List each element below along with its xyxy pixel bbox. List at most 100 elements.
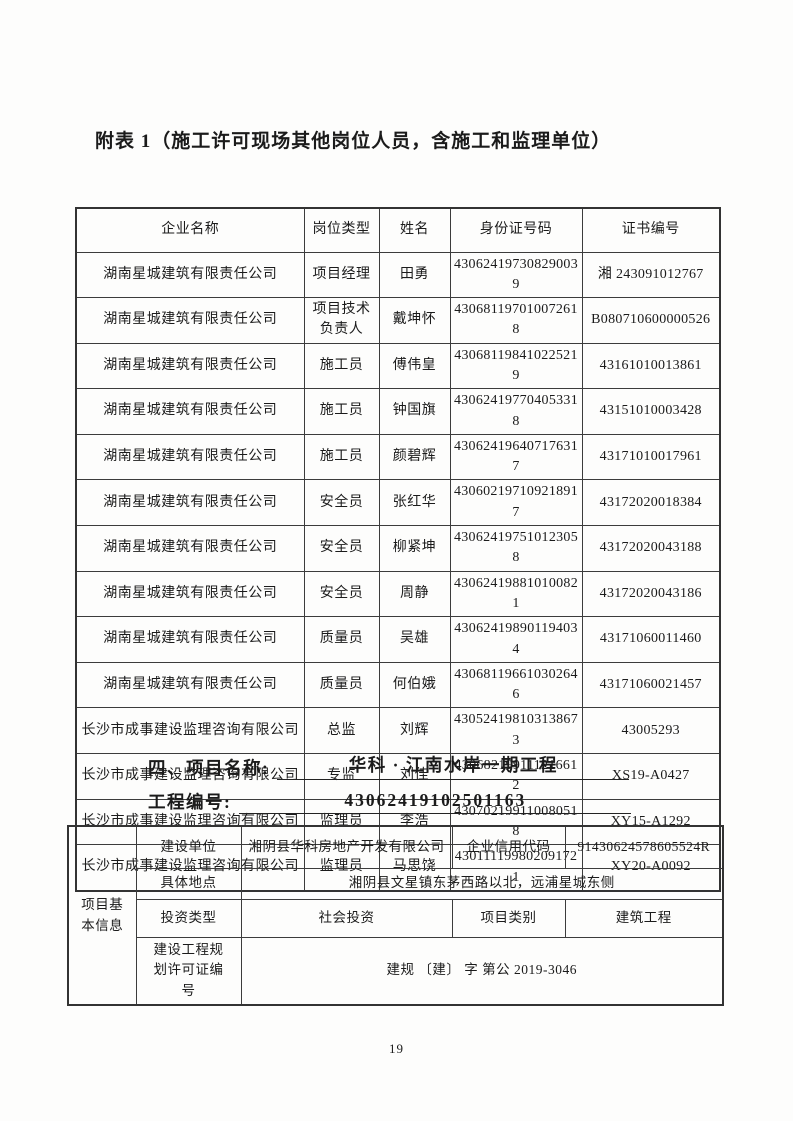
field-label-planning-permit: 建设工程规划许可证编号	[135, 936, 242, 1006]
table-cell: 质量员	[303, 616, 380, 663]
field-label-location: 具体地点	[135, 867, 242, 900]
table-cell: 湖南星城建筑有限责任公司	[75, 479, 305, 527]
field-value-construction-unit: 湘阴县华科房地产开发有限公司	[240, 825, 453, 869]
column-header-certificate: 证书编号	[581, 207, 721, 253]
table-cell: 湖南星城建筑有限责任公司	[75, 525, 305, 572]
table-cell: 43171010017961	[581, 433, 721, 481]
table-row: 湖南星城建筑有限责任公司 施工员 钟国旗 430624197704053318 4315…	[75, 388, 721, 435]
table-cell: 项目技术负责人	[303, 297, 380, 344]
table-row: 湖南星城建筑有限责任公司 质量员 何伯娥 430681196610302646 4317…	[75, 661, 721, 709]
field-label-project-category: 项目类别	[451, 898, 566, 938]
table-cell: 湖南星城建筑有限责任公司	[75, 433, 305, 481]
column-header-name: 姓名	[378, 207, 451, 253]
table-cell: 43171060011460	[581, 616, 721, 663]
table-row: 湖南星城建筑有限责任公司 安全员 张红华 430602197109218917 4317…	[75, 479, 721, 527]
field-value-project-category: 建筑工程	[564, 898, 724, 938]
project-name-value: 华科 · 江南水岸一期工程	[277, 752, 630, 780]
table-cell: XS19-A0427	[581, 753, 721, 800]
field-value-location: 湘阴县文星镇东茅西路以北，远浦星城东侧	[240, 867, 724, 900]
project-name-line: 四、项目名称: 华科 · 江南水岸一期工程	[148, 752, 630, 780]
table-cell: 钟国旗	[378, 388, 451, 435]
table-cell: 质量员	[303, 661, 380, 709]
table-cell: 施工员	[303, 433, 380, 481]
table-cell: 43005293	[581, 707, 721, 755]
table-row: 湖南星城建筑有限责任公司 安全员 柳紧坤 430624197510123058 4317…	[75, 525, 721, 572]
table-cell: 施工员	[303, 342, 380, 390]
table-cell: 吴雄	[378, 616, 451, 663]
table-row: 湖南星城建筑有限责任公司 安全员 周静 430624198810100821 43172…	[75, 570, 721, 618]
table-cell: B080710600000526	[581, 297, 721, 344]
table-header-row: 企业名称 岗位类型 姓名 身份证号码 证书编号	[75, 207, 721, 253]
table-cell: 戴坤怀	[378, 297, 451, 344]
project-info-row-planning-permit: 建设工程规划许可证编号 建规 〔建〕 字 第公 2019-3046	[68, 936, 724, 1006]
table-cell: 田勇	[378, 251, 451, 299]
table-cell: 430624197308290039	[449, 251, 583, 299]
table-cell: 湘 243091012767	[581, 251, 721, 299]
table-cell: 何伯娥	[378, 661, 451, 709]
table-row: 湖南星城建筑有限责任公司 施工员 颜碧辉 430624196407176317 4317…	[75, 433, 721, 481]
table-cell: 43171060021457	[581, 661, 721, 709]
table-cell: 430624197704053318	[449, 388, 583, 435]
field-value-credit-code: 91430624578605524R	[564, 825, 724, 869]
table-cell: 安全员	[303, 570, 380, 618]
table-cell: 湖南星城建筑有限责任公司	[75, 616, 305, 663]
table-cell: 周静	[378, 570, 451, 618]
table-row: 长沙市成事建设监理咨询有限公司 专监 刘佳 430682199111216612 XS1…	[75, 753, 721, 800]
table-cell: 安全员	[303, 525, 380, 572]
table-row: 湖南星城建筑有限责任公司 施工员 傅伟皇 430681198410225219 4316…	[75, 342, 721, 390]
table-cell: 刘佳	[378, 753, 451, 800]
table-cell: 430682199111216612	[449, 753, 583, 800]
table-cell: 430624196407176317	[449, 433, 583, 481]
table-cell: 430681198410225219	[449, 342, 583, 390]
field-label-investment-type: 投资类型	[135, 898, 242, 938]
table-cell: 傅伟皇	[378, 342, 451, 390]
table-cell: 湖南星城建筑有限责任公司	[75, 570, 305, 618]
table-cell: 项目经理	[303, 251, 380, 299]
field-label-construction-unit: 建设单位	[135, 825, 242, 869]
table-cell: 长沙市成事建设监理咨询有限公司	[75, 753, 305, 800]
project-code-label: 工程编号:	[148, 792, 232, 812]
project-basic-info-group-label: 项目基本信息	[67, 825, 137, 1006]
column-header-company: 企业名称	[75, 207, 305, 253]
column-header-id-number: 身份证号码	[449, 207, 583, 253]
table-cell: 430602197109218917	[449, 479, 583, 527]
table-cell: 430624198901194034	[449, 616, 583, 663]
field-label-credit-code: 企业信用代码	[451, 825, 566, 869]
page-number: 19	[389, 1041, 404, 1056]
project-code-value: 43062419102501163	[239, 790, 632, 814]
table-cell: 43172020043186	[581, 570, 721, 618]
table-row: 湖南星城建筑有限责任公司 质量员 吴雄 430624198901194034 43171…	[75, 616, 721, 663]
project-info-table: 项目基本信息 建设单位 湘阴县华科房地产开发有限公司 企业信用代码 914306…	[67, 825, 724, 1007]
field-value-investment-type: 社会投资	[240, 898, 453, 938]
table-cell: 湖南星城建筑有限责任公司	[75, 251, 305, 299]
table-cell: 安全员	[303, 479, 380, 527]
table-cell: 43151010003428	[581, 388, 721, 435]
table-cell: 施工员	[303, 388, 380, 435]
table-cell: 湖南星城建筑有限责任公司	[75, 388, 305, 435]
table-cell: 430681197010072618	[449, 297, 583, 344]
table-row: 湖南星城建筑有限责任公司 项目经理 田勇 430624197308290039 湘 24…	[75, 251, 721, 299]
table-cell: 张红华	[378, 479, 451, 527]
table-cell: 43161010013861	[581, 342, 721, 390]
project-code-line: 工程编号: 43062419102501163	[148, 789, 632, 814]
project-info-row-investment: 投资类型 社会投资 项目类别 建筑工程	[68, 898, 724, 938]
table-cell: 颜碧辉	[378, 433, 451, 481]
table-cell: 湖南星城建筑有限责任公司	[75, 342, 305, 390]
project-info-row-location: 具体地点 湘阴县文星镇东茅西路以北，远浦星城东侧	[68, 867, 724, 900]
table-cell: 湖南星城建筑有限责任公司	[75, 297, 305, 344]
table-cell: 总监	[303, 707, 380, 755]
page-title: 附表 1（施工许可现场其他岗位人员，含施工和监理单位）	[95, 131, 612, 152]
table-cell: 430681196610302646	[449, 661, 583, 709]
table-cell: 柳紧坤	[378, 525, 451, 572]
table-cell: 43172020018384	[581, 479, 721, 527]
project-info-row-construction-unit: 项目基本信息 建设单位 湘阴县华科房地产开发有限公司 企业信用代码 914306…	[67, 825, 724, 1006]
table-cell: 430524198103138673	[449, 707, 583, 755]
table-row: 长沙市成事建设监理咨询有限公司 总监 刘辉 430524198103138673 430…	[75, 707, 721, 755]
field-value-planning-permit: 建规 〔建〕 字 第公 2019-3046	[240, 936, 724, 1006]
table-cell: 湖南星城建筑有限责任公司	[75, 661, 305, 709]
project-name-label: 四、项目名称:	[148, 758, 270, 778]
table-cell: 43172020043188	[581, 525, 721, 572]
table-cell: 刘辉	[378, 707, 451, 755]
column-header-position: 岗位类型	[303, 207, 380, 253]
